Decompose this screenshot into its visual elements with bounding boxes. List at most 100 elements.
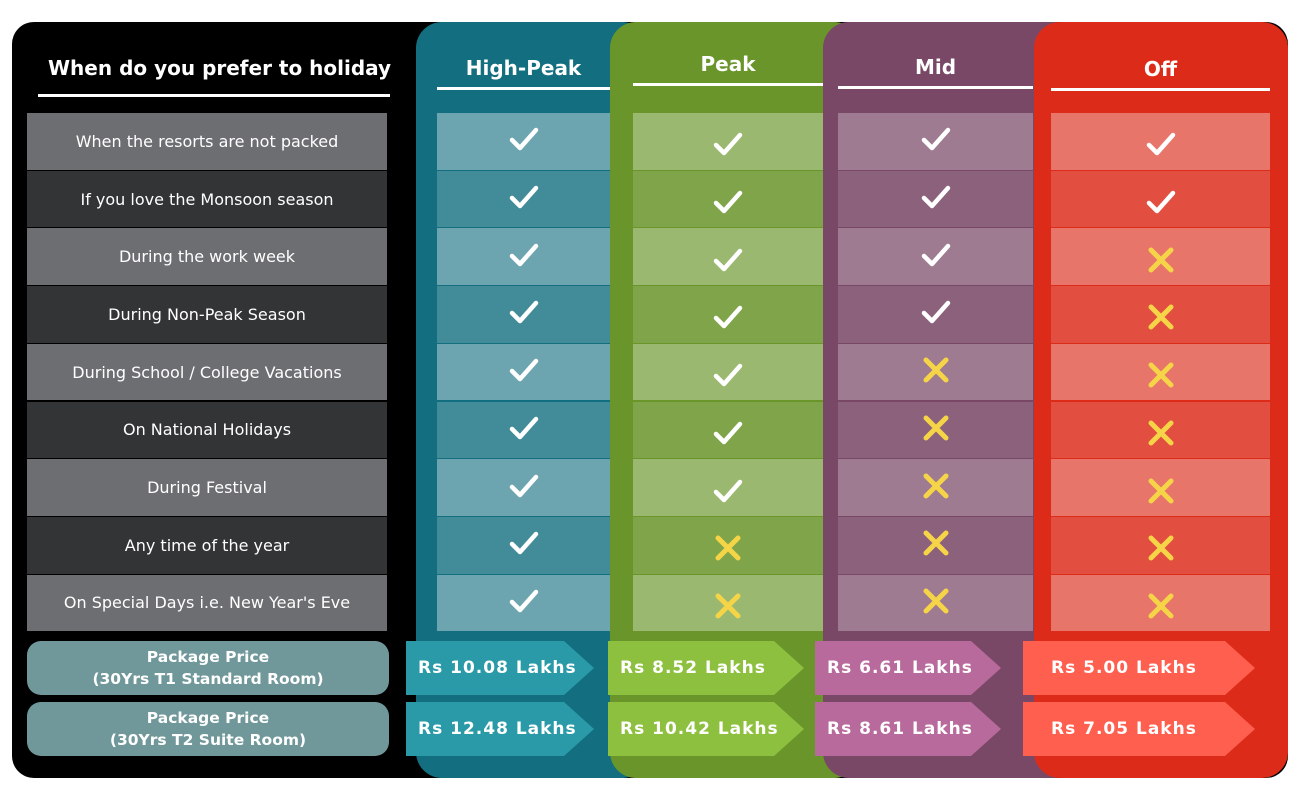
price-off: Rs 7.05 Lakhs — [1023, 702, 1255, 756]
cross-icon — [1147, 592, 1175, 620]
check-icon — [713, 247, 743, 273]
check-icon — [509, 242, 539, 268]
cross-icon — [922, 356, 950, 384]
cell-high-peak — [437, 286, 610, 343]
check-icon — [713, 304, 743, 330]
cross-icon — [922, 472, 950, 500]
cell-off — [1051, 459, 1270, 516]
cell-off — [1051, 170, 1270, 228]
check-icon — [509, 415, 539, 441]
column-header-off: Off — [1051, 57, 1270, 91]
cell-off — [1051, 286, 1270, 343]
cell-peak — [633, 113, 823, 170]
cross-icon — [714, 534, 742, 562]
cell-high-peak — [437, 228, 610, 286]
cell-mid — [838, 286, 1033, 343]
check-icon — [921, 242, 951, 268]
cell-off — [1051, 574, 1270, 632]
row-label: During Non-Peak Season — [27, 286, 387, 343]
cross-icon — [1147, 534, 1175, 562]
check-icon — [713, 189, 743, 215]
column-header-mid: Mid — [838, 55, 1033, 89]
row-label: On Special Days i.e. New Year's Eve — [27, 574, 387, 632]
cell-high-peak — [437, 459, 610, 516]
package-label-line2: (30Yrs T2 Suite Room) — [109, 731, 307, 749]
cell-peak — [633, 286, 823, 343]
check-icon — [509, 126, 539, 152]
cross-icon — [1147, 361, 1175, 389]
cell-peak — [633, 574, 823, 632]
package-label-line2: (30Yrs T1 Standard Room) — [92, 670, 324, 688]
price-high-peak: Rs 12.48 Lakhs — [406, 702, 594, 756]
column-header-peak: Peak — [633, 52, 823, 86]
check-icon — [713, 362, 743, 388]
cell-peak — [633, 343, 823, 401]
cross-icon — [1147, 419, 1175, 447]
check-icon — [509, 588, 539, 614]
cell-peak — [633, 516, 823, 574]
check-icon — [921, 299, 951, 325]
price-mid: Rs 8.61 Lakhs — [815, 702, 1001, 756]
price-high-peak: Rs 10.08 Lakhs — [406, 641, 594, 695]
check-icon — [509, 473, 539, 499]
column-header-high-peak: High-Peak — [437, 56, 610, 90]
cell-peak — [633, 401, 823, 459]
row-label: If you love the Monsoon season — [27, 170, 387, 228]
cell-high-peak — [437, 574, 610, 632]
question-header: When do you prefer to holiday — [38, 56, 392, 97]
row-label: During the work week — [27, 228, 387, 286]
cell-off — [1051, 228, 1270, 286]
check-icon — [509, 357, 539, 383]
cell-mid — [838, 459, 1033, 516]
cross-icon — [922, 529, 950, 557]
cell-peak — [633, 228, 823, 286]
row-label: When the resorts are not packed — [27, 113, 387, 170]
check-icon — [1146, 189, 1176, 215]
cell-high-peak — [437, 113, 610, 170]
cell-off — [1051, 401, 1270, 459]
cell-mid — [838, 113, 1033, 170]
cell-high-peak — [437, 516, 610, 574]
check-icon — [713, 131, 743, 157]
price-peak: Rs 10.42 Lakhs — [608, 702, 804, 756]
package-label-line1: Package Price — [146, 709, 270, 727]
cross-icon — [1147, 246, 1175, 274]
cell-mid — [838, 574, 1033, 632]
cross-icon — [714, 592, 742, 620]
check-icon — [509, 184, 539, 210]
cell-peak — [633, 459, 823, 516]
cell-high-peak — [437, 170, 610, 228]
package-label: Package Price (30Yrs T1 Standard Room) — [27, 641, 389, 695]
price-mid: Rs 6.61 Lakhs — [815, 641, 1001, 695]
check-icon — [921, 126, 951, 152]
check-icon — [713, 420, 743, 446]
row-label: On National Holidays — [27, 401, 387, 459]
package-label-line1: Package Price — [146, 648, 270, 666]
cell-high-peak — [437, 401, 610, 459]
check-icon — [921, 184, 951, 210]
cell-mid — [838, 516, 1033, 574]
cell-off — [1051, 516, 1270, 574]
cell-peak — [633, 170, 823, 228]
check-icon — [509, 299, 539, 325]
check-icon — [509, 530, 539, 556]
check-icon — [1146, 131, 1176, 157]
price-peak: Rs 8.52 Lakhs — [608, 641, 804, 695]
cross-icon — [1147, 303, 1175, 331]
cross-icon — [922, 587, 950, 615]
package-label: Package Price (30Yrs T2 Suite Room) — [27, 702, 389, 756]
cross-icon — [922, 414, 950, 442]
check-icon — [713, 478, 743, 504]
cell-mid — [838, 343, 1033, 401]
price-off: Rs 5.00 Lakhs — [1023, 641, 1255, 695]
row-label: Any time of the year — [27, 516, 387, 574]
cell-mid — [838, 170, 1033, 228]
cross-icon — [1147, 477, 1175, 505]
cell-off — [1051, 343, 1270, 401]
row-label: During Festival — [27, 459, 387, 516]
comparison-board: When do you prefer to holiday High-Peak P… — [12, 22, 1288, 778]
cell-off — [1051, 113, 1270, 170]
row-label: During School / College Vacations — [27, 343, 387, 401]
cell-mid — [838, 228, 1033, 286]
cell-mid — [838, 401, 1033, 459]
